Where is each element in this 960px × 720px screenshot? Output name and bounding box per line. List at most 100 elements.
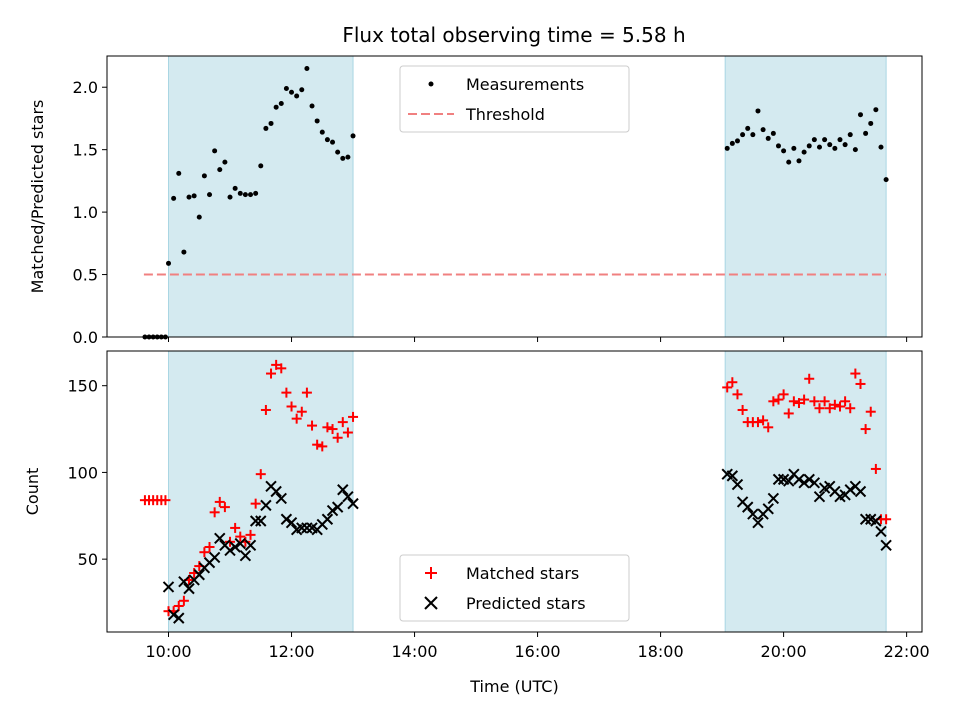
measurement-point [745,125,751,131]
measurement-point [832,145,838,151]
matched-star-point [865,406,876,417]
predicted-star-point [255,515,267,527]
predicted-star-point [793,473,805,486]
matched-star-point [204,542,215,553]
matched-star-point [809,396,820,407]
measurement-point [314,118,320,124]
predicted-star-point [234,537,246,550]
matched-star-point [219,502,230,513]
matched-star-point [291,413,302,424]
matched-star-point [245,529,256,540]
y-tick-label: 50 [78,550,98,569]
predicted-star-point [747,508,759,520]
legend-matched-label: Matched stars [466,564,579,583]
measurement-point [857,112,863,118]
x-tick-label: 20:00 [761,642,807,661]
predicted-star-point [813,490,826,503]
predicted-star-point [224,544,236,557]
predicted-star-point [875,525,887,538]
measurement-point [847,132,853,138]
matched-star-point [255,469,266,480]
matched-star-point [773,394,784,405]
y-tick-label: 2.0 [73,78,98,97]
shaded-span [168,351,354,632]
bottom-legend: Matched stars Predicted stars [399,554,630,622]
matched-star-point [322,422,333,433]
predicted-star-point [301,522,313,534]
predicted-star-point [762,503,774,515]
measurement-point [294,93,300,99]
measurement-point [335,149,341,155]
matched-star-point [793,398,804,409]
predicted-star-point [178,575,190,588]
matched-star-point [281,387,292,398]
predicted-star-point [326,504,339,517]
matched-star-point [271,359,282,370]
predicted-star-point [844,484,856,496]
predicted-star-point [285,517,298,529]
measurement-point [330,139,336,145]
measurement-point [207,192,213,198]
measurement-point [750,132,756,138]
measurement-point [242,192,248,198]
matched-star-point [327,424,338,435]
predicted-star-point [244,539,257,551]
predicted-star-point [296,522,308,534]
matched-star-point [855,378,866,389]
matched-star-point [799,394,810,405]
measurement-point [258,163,264,169]
measurement-point [760,127,766,133]
predicted-star-point [162,581,175,593]
matched-star-point [758,415,769,426]
predicted-stars-series [162,468,892,624]
matched-star-point [804,373,815,384]
x-tick-label: 18:00 [638,642,684,661]
measurement-point [775,143,781,149]
matched-star-point [768,396,779,407]
predicted-star-point [772,473,785,486]
predicted-star-point [767,492,780,505]
measurement-point [181,249,187,255]
x-tick-label: 22:00 [884,642,930,661]
predicted-star-point [208,551,221,564]
matched-star-point [266,368,277,379]
matched-star-point [840,396,851,407]
bottom-legend-box [399,554,630,622]
predicted-star-point [193,569,205,581]
predicted-star-point [726,470,739,482]
predicted-star-point [331,501,344,513]
measurement-point [811,137,817,143]
measurement-point [304,65,310,71]
predicted-star-point [854,485,867,498]
matched-star-point [178,595,189,606]
predicted-star-point [270,485,282,498]
measurement-point [801,149,807,155]
shaded-span [725,351,887,632]
measurement-point [319,129,325,135]
predicted-star-point [347,497,359,510]
x-tick-label: 14:00 [391,642,437,661]
predicted-star-point [260,499,272,512]
measurement-point [822,137,828,143]
measurement-point [755,108,761,114]
predicted-star-point [870,515,882,527]
matched-star-point [199,547,210,558]
measurement-point [273,104,279,110]
matched-star-point [881,514,892,525]
matched-star-point [173,600,184,611]
matched-star-point [286,401,297,412]
matched-star-point [317,441,328,452]
x-tick-label: 16:00 [515,642,561,661]
measurement-point [863,130,869,136]
matched-star-point [814,403,825,414]
matched-star-point [850,368,861,379]
matched-star-point [752,417,763,428]
predicted-star-point [239,549,252,562]
measurement-point [827,142,833,148]
y-tick-label: 1.0 [73,203,98,222]
measurement-point [806,143,812,149]
measurement-point [852,147,858,153]
matched-star-point [722,382,733,393]
top-plot-frame [106,55,923,338]
legend-measurements-marker [428,81,434,87]
